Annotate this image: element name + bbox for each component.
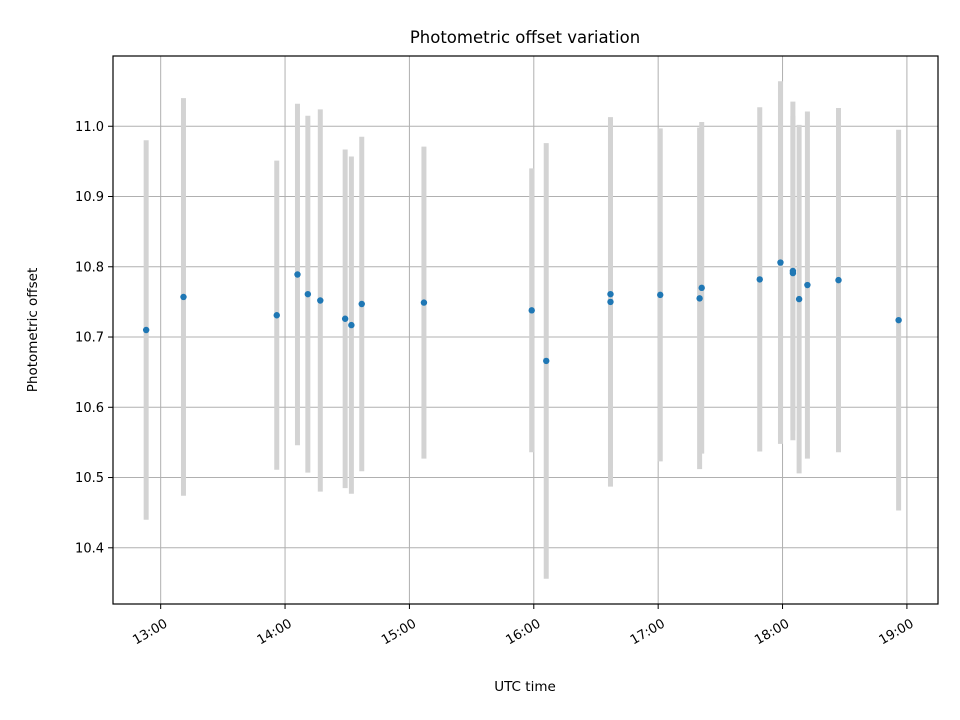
data-point — [420, 299, 428, 306]
data-point — [895, 316, 902, 324]
data-point — [698, 284, 705, 292]
y-tick-label: 10.4 — [75, 541, 104, 556]
data-point — [358, 300, 365, 308]
y-tick-label: 11.0 — [75, 120, 104, 135]
data-point — [657, 291, 664, 299]
data-point — [835, 276, 842, 284]
data-point — [607, 298, 614, 306]
data-point — [348, 321, 355, 329]
data-point — [273, 312, 280, 319]
y-axis-ticks: 10.4 10.5 10.6 10.7 10.8 10.9 11.0 — [75, 120, 113, 556]
data-point — [317, 297, 324, 304]
data-point — [142, 326, 150, 334]
data-point — [696, 295, 703, 302]
data-point — [777, 259, 784, 266]
data-point — [304, 290, 312, 298]
data-point — [294, 271, 301, 278]
y-tick-label: 10.9 — [75, 190, 104, 205]
y-tick-label: 10.5 — [75, 471, 104, 486]
y-tick-label: 10.6 — [75, 401, 104, 416]
y-axis-label: Photometric offset — [25, 268, 41, 392]
data-point — [341, 315, 349, 322]
x-axis-label: UTC time — [494, 679, 556, 695]
chart-title: Photometric offset variation — [410, 28, 640, 47]
data-point — [756, 276, 763, 283]
data-point — [804, 281, 811, 289]
data-point — [795, 295, 803, 303]
data-point — [607, 290, 614, 298]
plot-frame — [112, 55, 939, 605]
y-tick-label: 10.8 — [75, 260, 104, 275]
data-point — [180, 293, 187, 301]
data-points — [142, 259, 902, 365]
data-point — [789, 267, 797, 275]
data-point — [543, 357, 550, 365]
y-tick-label: 10.7 — [75, 331, 104, 346]
data-point — [528, 307, 535, 314]
